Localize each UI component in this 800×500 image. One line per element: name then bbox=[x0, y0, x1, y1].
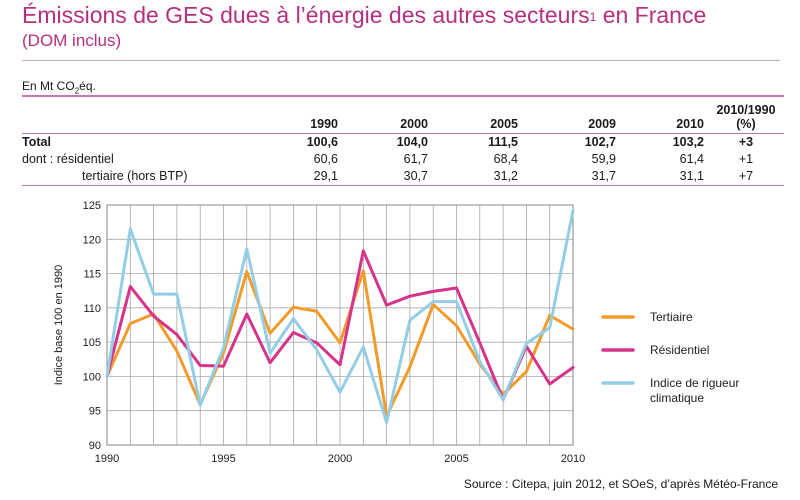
legend-label-line: Indice de rigueur bbox=[650, 376, 739, 390]
table-cell: 31,2 bbox=[432, 168, 522, 186]
table-cell: 102,7 bbox=[584, 135, 616, 149]
y-tick-label: 100 bbox=[83, 371, 101, 383]
table-cell: 61,4 bbox=[679, 152, 704, 166]
index-line-chart: 90 95 100 105 110 115 120 125 1990 1995 2000 2005 20… bbox=[53, 200, 739, 465]
y-axis-title: Indice base 100 en 1990 bbox=[53, 265, 65, 386]
table-cell: 59,9 bbox=[591, 152, 616, 166]
legend-label-line: climatique bbox=[650, 391, 704, 405]
x-tick-label: 1995 bbox=[211, 453, 235, 465]
y-tick-label: 125 bbox=[83, 200, 101, 212]
row-label: Total bbox=[22, 135, 51, 149]
table-cell: 60,6 bbox=[313, 152, 338, 166]
legend-item-residentiel: Résidentiel bbox=[650, 343, 709, 357]
series-line-rigueur-climatique bbox=[105, 208, 575, 424]
y-tick-label: 115 bbox=[83, 269, 101, 281]
table-cell-change: +3 bbox=[738, 135, 754, 149]
header-change-line1: 2010/1990 bbox=[716, 103, 776, 117]
unit-label: En Mt CO2éq. bbox=[22, 79, 96, 95]
title-suffix: en France bbox=[596, 2, 707, 28]
y-tick-label: 110 bbox=[83, 303, 101, 315]
table-cell: 29,1 bbox=[252, 168, 342, 186]
unit-suffix: éq. bbox=[79, 79, 96, 93]
table-header-row: 1990 2000 2005 2009 2010 2010/1990 (%) bbox=[22, 95, 784, 134]
title-text: Émissions de GES dues à l’énergie des au… bbox=[22, 2, 590, 28]
table-row-tertiaire: tertiaire (hors BTP) 29,1 30,7 31,2 31,7… bbox=[22, 168, 784, 186]
title-divider bbox=[22, 60, 780, 61]
unit-subscript: 2 bbox=[74, 86, 80, 96]
table-cell: 100,6 bbox=[306, 135, 338, 149]
table-row-residentiel: dont : résidentiel 60,6 61,7 68,4 59,9 6… bbox=[22, 151, 784, 168]
page-subtitle: (DOM inclus) bbox=[22, 31, 122, 50]
header-year: 2005 bbox=[432, 95, 522, 134]
header-change-line2: (%) bbox=[736, 117, 756, 131]
table-cell: 30,7 bbox=[342, 168, 432, 186]
header-label-cell bbox=[22, 95, 252, 134]
row-label: dont : résidentiel bbox=[22, 152, 114, 166]
page-title: Émissions de GES dues à l’énergie des au… bbox=[22, 2, 706, 29]
header-year: 2000 bbox=[342, 95, 432, 134]
table-cell: 31,7 bbox=[522, 168, 620, 186]
legend-item-rigueur-climatique: Indice de rigueur climatique bbox=[650, 376, 739, 405]
unit-prefix: En Mt CO bbox=[22, 79, 75, 93]
header-year: 1990 bbox=[252, 95, 342, 134]
y-tick-label: 105 bbox=[83, 337, 101, 349]
emissions-table: 1990 2000 2005 2009 2010 2010/1990 (%) To… bbox=[22, 95, 784, 186]
legend-item-tertiaire: Tertiaire bbox=[650, 310, 693, 324]
table-cell: 103,2 bbox=[672, 135, 704, 149]
y-tick-label: 90 bbox=[89, 440, 101, 452]
header-change: 2010/1990 (%) bbox=[708, 95, 784, 134]
table-cell: 111,5 bbox=[488, 135, 518, 149]
table-cell: 31,1 bbox=[620, 168, 708, 186]
series-line-residentiel bbox=[105, 249, 575, 402]
table-cell: 68,4 bbox=[493, 152, 518, 166]
table-row-total: Total 100,6 104,0 111,5 102,7 103,2 +3 bbox=[22, 134, 784, 152]
title-footnote-mark: 1 bbox=[589, 10, 597, 24]
row-label: tertiaire (hors BTP) bbox=[22, 168, 252, 186]
x-tick-label: 2010 bbox=[561, 453, 585, 465]
x-tick-label: 2005 bbox=[444, 453, 468, 465]
table-cell: 104,0 bbox=[396, 135, 428, 149]
y-tick-label: 120 bbox=[83, 234, 101, 246]
table-cell-change: +7 bbox=[708, 168, 784, 186]
source-note: Source : Citepa, juin 2012, et SOeS, d’a… bbox=[463, 477, 778, 491]
x-tick-label: 2000 bbox=[328, 453, 352, 465]
table-cell: 61,7 bbox=[403, 152, 428, 166]
table-cell-change: +1 bbox=[738, 152, 754, 166]
header-year: 2010 bbox=[620, 95, 708, 134]
x-tick-label: 1990 bbox=[95, 453, 119, 465]
header-year: 2009 bbox=[522, 95, 620, 134]
y-tick-label: 95 bbox=[89, 406, 101, 418]
